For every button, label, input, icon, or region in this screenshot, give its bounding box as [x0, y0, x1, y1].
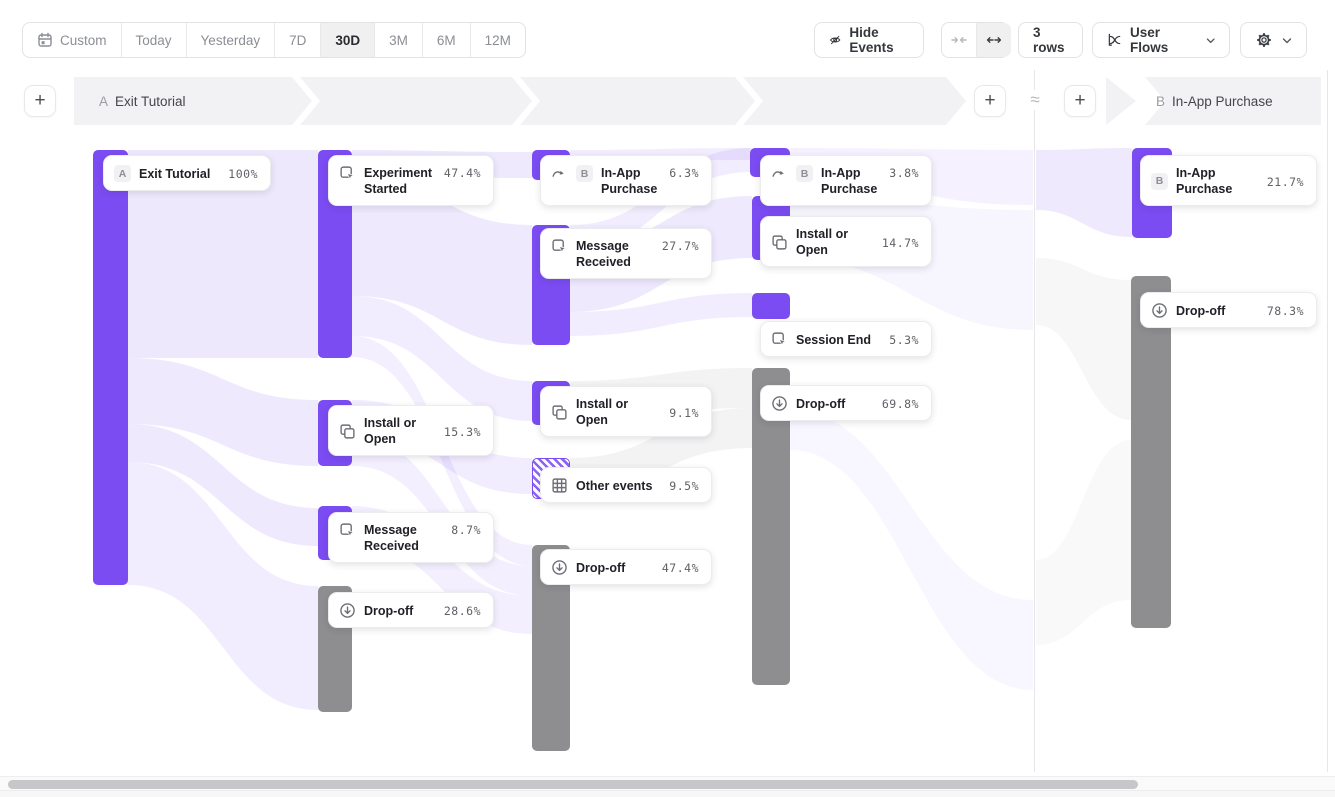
- dropoff-icon: [340, 603, 355, 618]
- date-range-7d[interactable]: 7D: [275, 23, 322, 57]
- add-step-start-button[interactable]: +: [24, 85, 56, 117]
- node-card-in-app-purchase-4[interactable]: B In-App Purchase 3.8%: [760, 155, 932, 206]
- section-a-letter: A: [99, 94, 109, 109]
- node-card-message-received-2[interactable]: Message Received 8.7%: [328, 512, 494, 563]
- collapse-columns-button[interactable]: [942, 23, 977, 57]
- node-card-install-or-open-4[interactable]: Install or Open 14.7%: [760, 216, 932, 267]
- settings-dropdown[interactable]: [1240, 22, 1307, 58]
- eye-off-icon: [829, 35, 841, 45]
- node-card-dropoff-4[interactable]: Drop-off 69.8%: [760, 385, 932, 421]
- hide-events-button[interactable]: Hide Events: [814, 22, 924, 58]
- date-range-yesterday[interactable]: Yesterday: [187, 23, 276, 57]
- chart-type-dropdown[interactable]: User Flows: [1092, 22, 1230, 58]
- node-bar-session-end[interactable]: [752, 293, 790, 319]
- copy-icon: [340, 423, 355, 439]
- dropoff-icon: [772, 396, 787, 411]
- node-card-in-app-purchase-b[interactable]: B In-App Purchase 21.7%: [1140, 155, 1317, 206]
- section-b-title: B In-App Purchase: [1156, 94, 1273, 109]
- date-range-today[interactable]: Today: [122, 23, 187, 57]
- step-letter-badge: A: [114, 165, 131, 182]
- dropoff-icon: [1152, 303, 1167, 318]
- calendar-icon: [38, 32, 52, 47]
- node-card-install-or-open-3[interactable]: Install or Open 9.1%: [540, 386, 712, 437]
- node-card-exit-tutorial[interactable]: A Exit Tutorial 100%: [103, 155, 271, 191]
- node-card-dropoff-3[interactable]: Drop-off 47.4%: [540, 549, 712, 585]
- step-letter-badge: B: [576, 165, 593, 182]
- add-step-end-a-button[interactable]: +: [974, 85, 1006, 117]
- horizontal-scrollbar-thumb[interactable]: [8, 780, 1138, 789]
- add-step-start-b-button[interactable]: +: [1064, 85, 1096, 117]
- hide-events-label: Hide Events: [849, 25, 894, 55]
- node-card-experiment-started[interactable]: Experiment Started 47.4%: [328, 155, 494, 206]
- click-icon: [340, 523, 355, 537]
- click-icon: [772, 332, 787, 346]
- section-b-letter: B: [1156, 94, 1166, 109]
- dropoff-icon: [552, 560, 567, 575]
- step-letter-badge: B: [796, 165, 813, 182]
- date-range-segmented-control: Custom Today Yesterday 7D 30D 3M 6M 12M: [22, 22, 526, 58]
- grid-icon: [552, 478, 567, 493]
- click-icon: [552, 239, 567, 253]
- date-range-label: Custom: [60, 32, 107, 48]
- node-card-message-received-3[interactable]: Message Received 27.7%: [540, 228, 712, 279]
- user-flows-icon: [1108, 33, 1121, 46]
- node-bar-exit-tutorial[interactable]: [93, 150, 128, 585]
- date-range-12m[interactable]: 12M: [484, 32, 511, 48]
- node-card-install-or-open-2[interactable]: Install or Open 15.3%: [328, 405, 494, 456]
- chevron-down-icon: [1282, 37, 1291, 43]
- node-card-dropoff-b[interactable]: Drop-off 78.3%: [1140, 292, 1317, 328]
- date-range-custom[interactable]: Custom: [23, 23, 122, 57]
- arrows-outward-icon: [986, 37, 1002, 43]
- arrows-inward-icon: [951, 37, 967, 43]
- rows-label: 3 rows: [1033, 25, 1065, 55]
- step-header-band: [74, 77, 1321, 125]
- section-a-title: A Exit Tutorial: [99, 94, 186, 109]
- copy-icon: [552, 404, 567, 420]
- horizontal-scrollbar-track[interactable]: [0, 776, 1335, 791]
- node-card-other-events[interactable]: Other events 9.5%: [540, 467, 712, 503]
- bottom-strip: [0, 791, 1335, 797]
- node-bar-dropoff-b[interactable]: [1131, 276, 1171, 628]
- node-card-dropoff-2[interactable]: Drop-off 28.6%: [328, 592, 494, 628]
- click-icon: [340, 166, 355, 180]
- step-letter-badge: B: [1151, 172, 1168, 190]
- copy-icon: [772, 234, 787, 250]
- approx-connector: ≈: [1024, 90, 1046, 110]
- chevron-down-icon: [1206, 37, 1215, 43]
- date-range-30d[interactable]: 30D: [321, 23, 376, 57]
- gear-icon: [1256, 33, 1271, 47]
- expand-columns-button[interactable]: [977, 23, 1011, 57]
- node-card-session-end[interactable]: Session End 5.3%: [760, 321, 932, 357]
- rows-button[interactable]: 3 rows: [1018, 22, 1083, 58]
- chart-type-label: User Flows: [1130, 25, 1169, 55]
- flow-arrow-icon: [772, 170, 784, 177]
- date-range-6m[interactable]: 6M: [423, 23, 471, 57]
- flow-arrow-icon: [552, 170, 564, 177]
- collapse-expand-segmented-control: [941, 22, 1011, 58]
- node-card-in-app-purchase-3[interactable]: B In-App Purchase 6.3%: [540, 155, 712, 206]
- date-range-3m[interactable]: 3M: [375, 23, 423, 57]
